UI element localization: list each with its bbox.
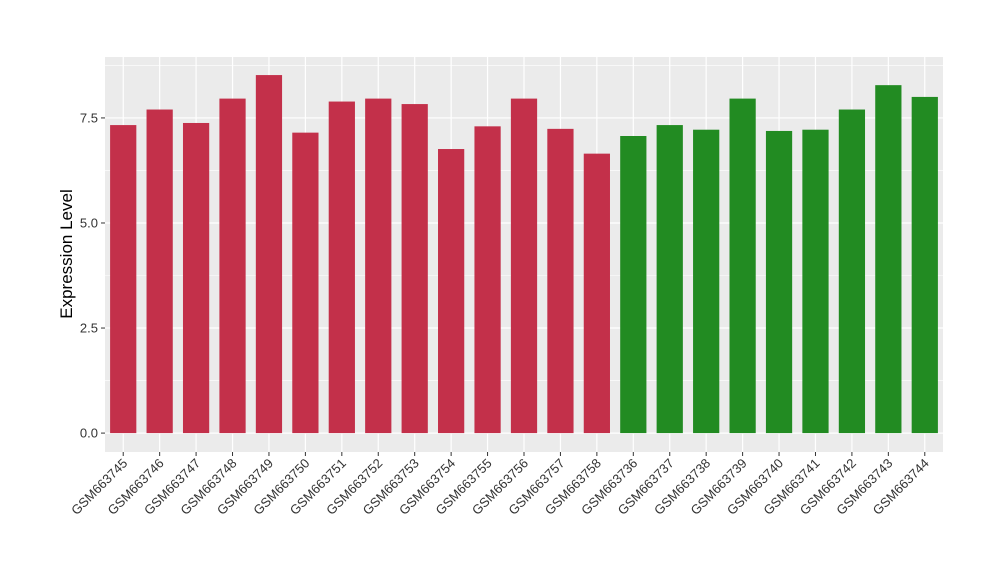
bar-GSM663748	[219, 98, 246, 434]
bar-GSM663755	[474, 126, 501, 434]
bar-GSM663740	[765, 130, 793, 434]
y-tick-label: 0.0	[80, 426, 98, 441]
x-axis-ticks: GSM663745GSM663746GSM663747GSM663748GSM6…	[68, 452, 932, 518]
bar-GSM663749	[255, 75, 283, 434]
bar-GSM663741	[802, 129, 829, 434]
bar-GSM663743	[875, 85, 902, 434]
bar-GSM663756	[510, 98, 538, 434]
bar-GSM663737	[656, 125, 683, 434]
bar-GSM663758	[583, 153, 610, 434]
bar-GSM663739	[729, 98, 756, 434]
bar-GSM663750	[292, 132, 319, 434]
y-tick-label: 7.5	[80, 110, 98, 125]
bar-GSM663757	[547, 128, 574, 434]
bar-GSM663744	[911, 96, 938, 434]
bar-GSM663747	[182, 122, 210, 434]
y-tick-label: 5.0	[80, 215, 98, 230]
bar-GSM663742	[838, 109, 866, 434]
bars	[110, 75, 938, 434]
bar-GSM663746	[146, 109, 173, 434]
y-axis-title: Expression Level	[57, 189, 76, 318]
bar-GSM663745	[110, 125, 137, 434]
bar-GSM663752	[365, 98, 392, 434]
bar-GSM663754	[438, 149, 465, 434]
bar-GSM663751	[328, 101, 355, 434]
y-tick-label: 2.5	[80, 321, 98, 336]
bar-GSM663736	[620, 136, 647, 434]
bar-GSM663753	[401, 104, 428, 434]
y-axis-ticks: 0.0 2.5 5.0 7.5	[80, 110, 105, 441]
bar-GSM663738	[693, 129, 720, 434]
